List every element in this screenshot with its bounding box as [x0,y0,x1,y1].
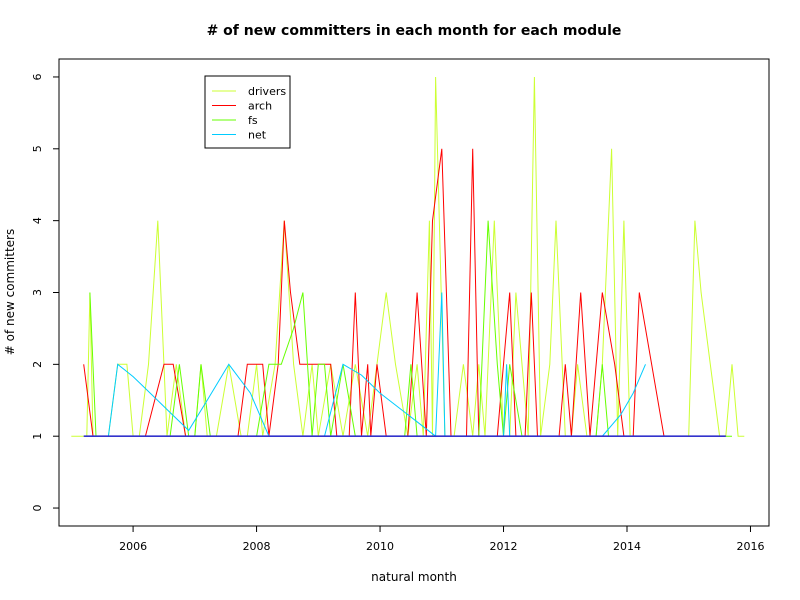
x-tick-label: 2014 [613,540,641,553]
x-axis: 2006 2008 2010 2012 2014 2016 [119,526,764,553]
y-tick-label: 0 [31,505,44,512]
y-tick-label: 2 [31,361,44,368]
x-tick-label: 2006 [119,540,147,553]
series-line-fs [89,220,732,437]
y-axis: 0 1 2 3 4 5 6 [31,73,59,512]
legend-label-drivers: drivers [248,85,286,98]
chart-title: # of new committers in each month for ea… [207,23,622,39]
legend-box [204,75,291,149]
x-tick-label: 2008 [243,540,271,553]
y-tick-label: 5 [31,145,44,152]
y-tick-label: 3 [31,289,44,296]
y-tick-label: 4 [31,217,44,224]
legend-label-arch: arch [248,100,272,113]
legend-label-fs: fs [248,114,258,127]
y-tick-label: 6 [31,73,44,80]
y-axis-label: # of new committers [3,229,17,356]
x-tick-label: 2010 [366,540,394,553]
x-tick-label: 2016 [736,540,764,553]
plot-frame [58,58,770,527]
x-axis-label: natural month [371,570,457,584]
y-tick-label: 1 [31,433,44,440]
series-lines [71,76,745,438]
series-line-drivers [71,76,745,437]
x-tick-label: 2012 [490,540,518,553]
legend-label-net: net [248,129,267,142]
